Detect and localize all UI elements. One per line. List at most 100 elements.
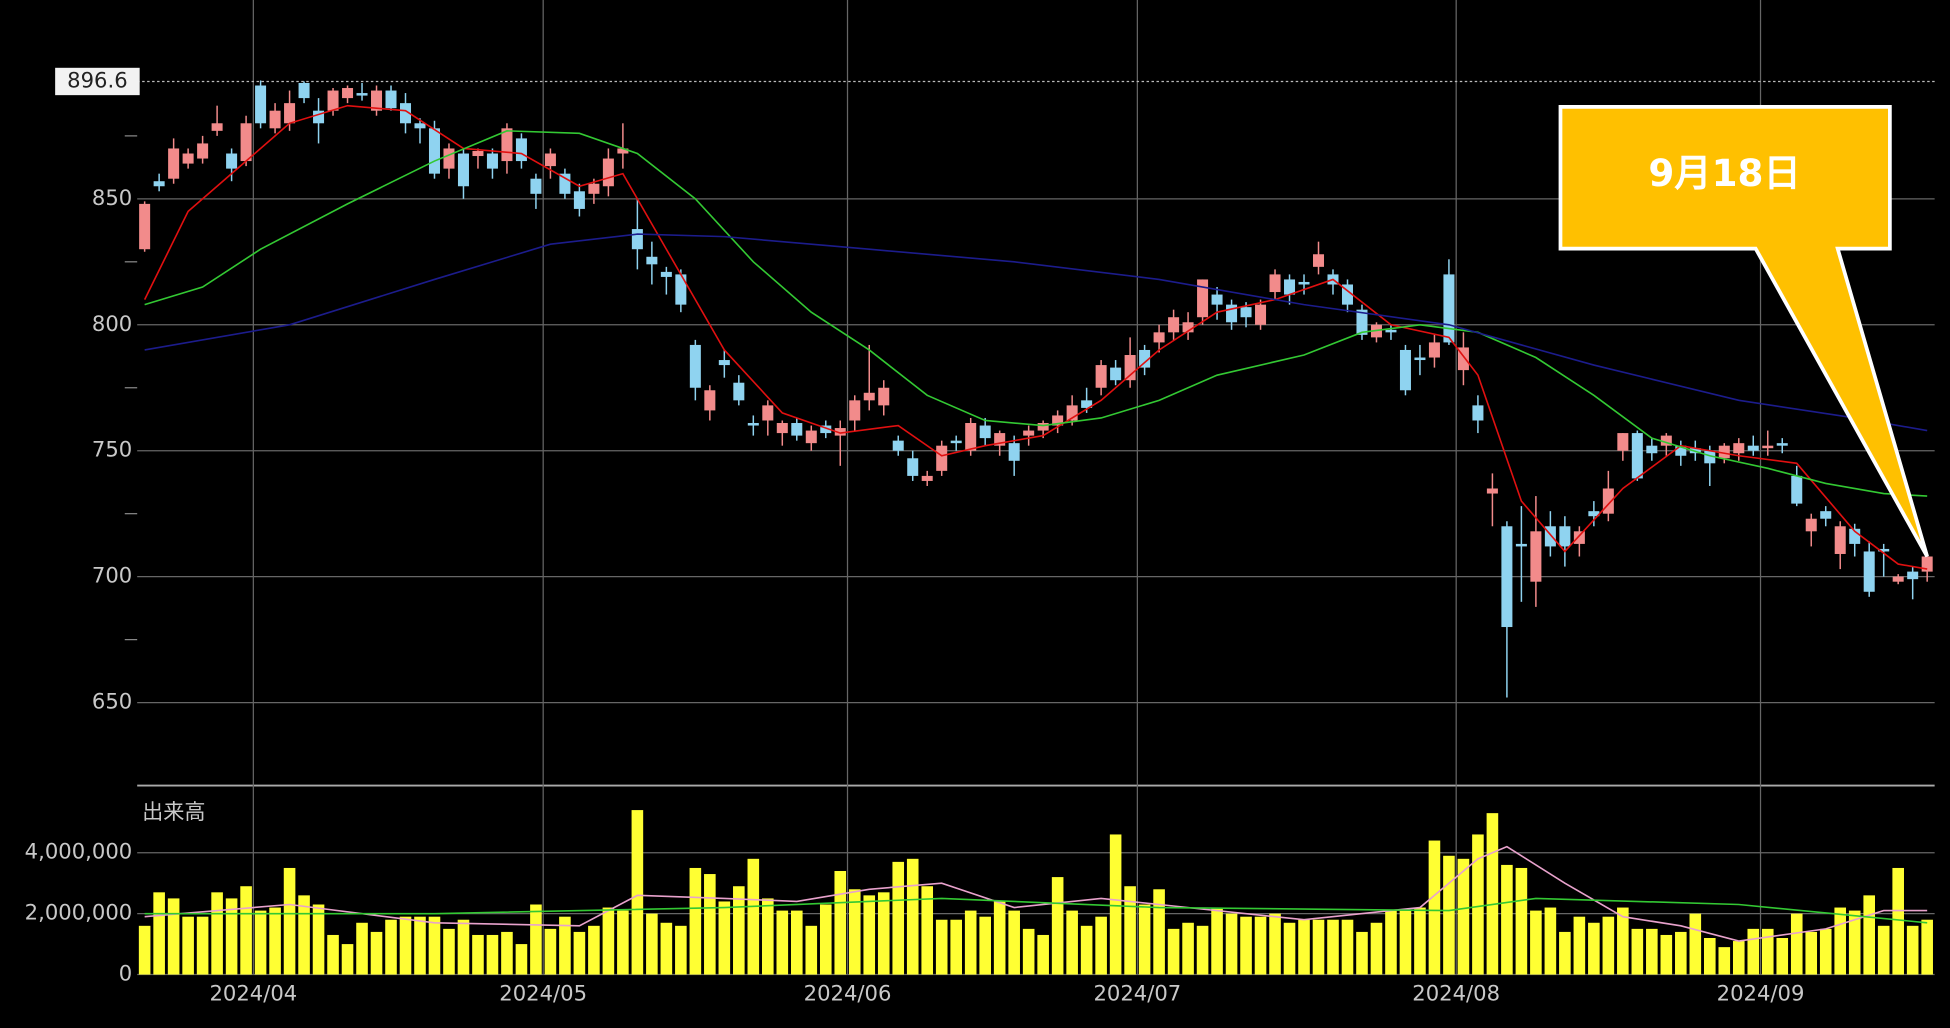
volume-bar <box>312 904 325 975</box>
volume-bar <box>819 904 832 975</box>
volume-bar <box>1008 910 1020 975</box>
candle-body <box>805 430 817 444</box>
volume-bar <box>776 910 789 975</box>
volume-bar <box>1167 928 1180 975</box>
candle-body <box>1472 405 1484 421</box>
candle-body <box>1544 526 1556 547</box>
volume-bar <box>1602 916 1615 975</box>
volume-bar <box>1283 922 1296 975</box>
candle-body <box>385 90 397 109</box>
candle-body <box>530 178 542 194</box>
candle-body <box>660 271 672 277</box>
candle-body <box>994 433 1006 446</box>
max-label-box <box>55 67 140 96</box>
volume-bar <box>1051 877 1064 975</box>
volume-bar <box>877 892 890 975</box>
volume-bar <box>1327 919 1339 975</box>
volume-bar <box>1515 867 1528 975</box>
candle-body <box>197 143 209 159</box>
candle-body <box>1255 304 1267 325</box>
volume-bar <box>1703 938 1716 975</box>
candle-body <box>1110 367 1122 381</box>
candle-body <box>269 110 281 129</box>
candle-body <box>457 153 469 187</box>
volume-bar <box>892 861 905 975</box>
candle-body <box>921 475 933 481</box>
volume-bar <box>1080 925 1093 975</box>
candle-body <box>747 423 759 426</box>
candle-body <box>602 158 614 187</box>
candle-body <box>733 382 745 401</box>
candle-body <box>791 423 803 436</box>
volume-bar <box>1269 913 1281 975</box>
volume-bar <box>1211 907 1223 975</box>
volume-bar <box>1530 910 1542 975</box>
candle-body <box>414 123 426 129</box>
volume-bar <box>283 867 296 975</box>
candle-body <box>168 148 180 179</box>
x-tick-label: 2024/04 <box>209 980 297 1005</box>
max-label: 896.6 <box>67 67 127 92</box>
candle-body <box>1428 342 1440 358</box>
volume-bar <box>588 925 600 975</box>
volume-bar <box>1196 925 1209 975</box>
candle-body <box>631 229 643 250</box>
volume-bar <box>1790 913 1803 975</box>
volume-bar <box>298 895 310 975</box>
volume-bar <box>1254 916 1267 975</box>
volume-bar <box>1472 834 1484 975</box>
candle-body <box>211 123 223 131</box>
candle-body <box>1559 526 1571 547</box>
volume-bar <box>704 874 716 975</box>
volume-bar <box>1240 916 1252 975</box>
candle-body <box>936 445 948 471</box>
candle-body <box>1921 556 1933 572</box>
candle-body <box>704 390 716 411</box>
volume-bar <box>660 922 673 975</box>
candle-body <box>559 173 571 194</box>
candle-body <box>1805 518 1817 532</box>
y-tick-label: 650 <box>92 689 132 714</box>
volume-bar <box>747 858 760 975</box>
volume-bar <box>935 919 948 975</box>
candle-body <box>1849 528 1861 544</box>
volume-bar <box>196 916 209 975</box>
moving-average <box>144 130 1928 497</box>
volume-bar <box>486 934 499 975</box>
candle-body <box>878 387 890 406</box>
candle-body <box>1081 400 1093 408</box>
candle-body <box>1124 355 1136 381</box>
candle-body <box>588 183 600 194</box>
volume-bar <box>1877 925 1890 975</box>
candle-body <box>1284 279 1296 295</box>
volume-bar <box>1646 928 1658 975</box>
volume-bar <box>399 916 412 975</box>
candle-body <box>1023 430 1035 436</box>
volume-bar <box>515 944 528 975</box>
volume-bar <box>1660 934 1673 975</box>
volume-bar <box>385 919 397 975</box>
volume-bar <box>370 931 383 975</box>
volume-bar <box>341 944 354 975</box>
candle-body <box>1211 294 1223 305</box>
volume-bar <box>1501 864 1513 975</box>
candle-body <box>240 123 252 162</box>
candle-body <box>399 103 412 124</box>
candle-body <box>617 148 629 154</box>
callout-text: 9月18日 <box>1648 151 1800 195</box>
candle-body <box>1414 357 1426 361</box>
x-tick-label: 2024/08 <box>1412 980 1500 1005</box>
volume-bar <box>1443 855 1455 975</box>
candle-body <box>153 181 165 187</box>
volume-bar <box>617 910 629 975</box>
volume-bar <box>921 886 934 975</box>
candle-body <box>1153 332 1165 343</box>
candle-body <box>443 148 455 169</box>
volume-bar <box>1805 931 1818 975</box>
volume-bar <box>472 934 484 975</box>
candle-body <box>1356 309 1368 335</box>
candle-body <box>1312 254 1325 267</box>
candle-body <box>1892 576 1904 582</box>
candle-body <box>834 428 846 436</box>
